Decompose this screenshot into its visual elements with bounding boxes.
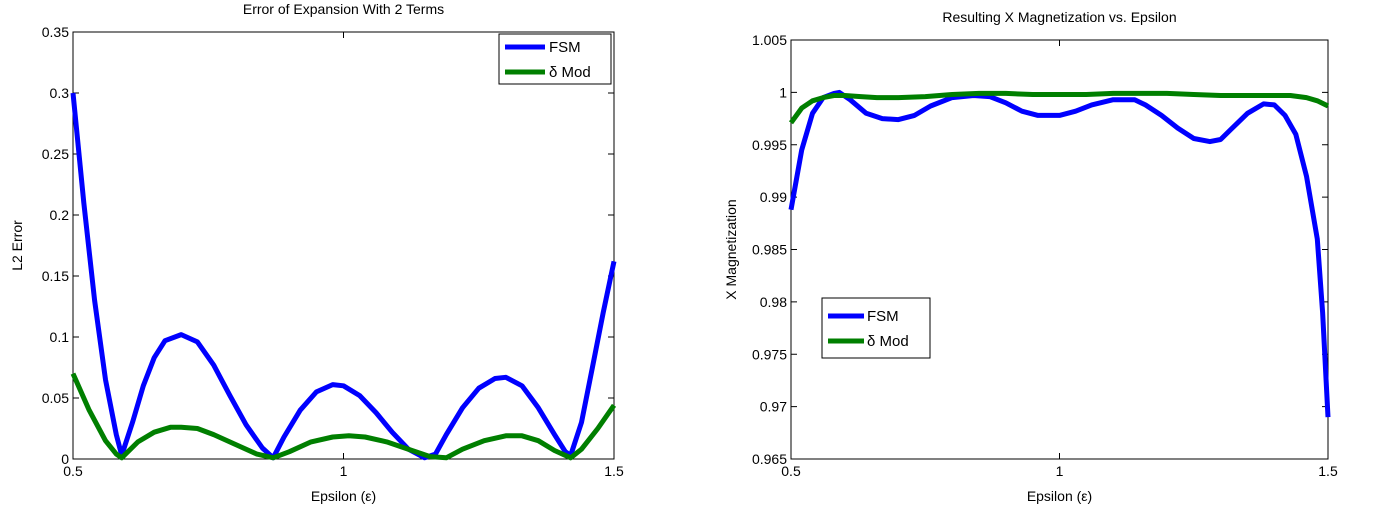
plot-area [790, 39, 1329, 460]
legend-box [498, 33, 612, 85]
axis-ticks: 0.5 1 1.5 0 0.05 0.1 0.15 0.2 0.25 0.3 0.35 [42, 24, 624, 479]
x-axis-label: Epsilon (ε) [1027, 488, 1092, 504]
chart-title: Resulting X Magnetization vs. Epsilon [942, 9, 1176, 25]
y-tick-label: 0.05 [42, 390, 69, 406]
x-tick-label: 1 [340, 463, 348, 479]
x-tick-label: 0.5 [781, 463, 801, 479]
plot-area [72, 31, 615, 460]
y-tick-label: 0.99 [760, 189, 787, 205]
y-tick-label: 0 [61, 451, 69, 467]
series-line-fsm [788, 89, 1331, 418]
y-tick-label: 0.1 [50, 329, 70, 345]
chart-l2-error: Error of Expansion With 2 Terms Epsilon … [9, 1, 624, 504]
legend-label-fsm: FSM [867, 308, 899, 325]
y-tick-label: 0.97 [760, 399, 787, 415]
legend-label-fsm: FSM [549, 39, 581, 56]
y-tick-label: 0.995 [752, 137, 787, 153]
legend: FSM δ Mod [821, 297, 931, 359]
x-tick-label: 0.5 [63, 463, 83, 479]
chart-title: Error of Expansion With 2 Terms [243, 1, 444, 17]
y-tick-label: 0.15 [42, 268, 69, 284]
y-tick-label: 0.98 [760, 294, 787, 310]
y-tick-label: 0.35 [42, 24, 69, 40]
series-line-delta-mod [788, 90, 1330, 125]
legend-label-delta-mod: δ Mod [549, 64, 591, 81]
x-tick-label: 1.5 [1318, 463, 1338, 479]
y-axis-label: X Magnetization [723, 199, 739, 299]
legend-label-delta-mod: δ Mod [867, 333, 909, 350]
series-lines [70, 92, 617, 461]
chart-x-magnetization: Resulting X Magnetization vs. Epsilon Ep… [723, 9, 1338, 504]
y-tick-label: 1 [779, 84, 787, 100]
legend-box [821, 297, 931, 359]
series-line-fsm [70, 92, 617, 461]
y-tick-label: 0.965 [752, 451, 787, 467]
y-tick-label: 0.25 [42, 146, 69, 162]
y-tick-label: 0.3 [50, 85, 70, 101]
y-tick-label: 0.985 [752, 242, 787, 258]
series-lines [788, 89, 1331, 418]
x-axis-label: Epsilon (ε) [311, 488, 376, 504]
y-tick-label: 0.975 [752, 346, 787, 362]
y-tick-label: 0.2 [50, 207, 70, 223]
x-tick-label: 1 [1056, 463, 1064, 479]
x-tick-label: 1.5 [604, 463, 624, 479]
y-axis-label: L2 Error [9, 220, 25, 271]
y-tick-label: 1.005 [752, 32, 787, 48]
series-line-delta-mod [70, 372, 617, 461]
legend: FSM δ Mod [498, 33, 612, 85]
